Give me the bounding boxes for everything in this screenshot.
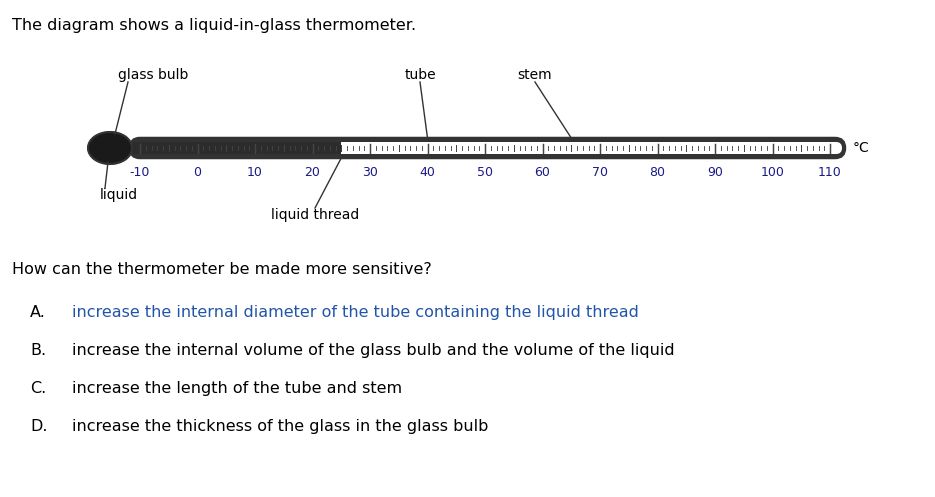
Text: 0: 0 bbox=[194, 166, 202, 179]
Text: C.: C. bbox=[30, 381, 46, 396]
Text: increase the length of the tube and stem: increase the length of the tube and stem bbox=[72, 381, 402, 396]
FancyBboxPatch shape bbox=[130, 138, 845, 158]
Text: 60: 60 bbox=[535, 166, 551, 179]
Text: tube: tube bbox=[404, 68, 436, 82]
Text: 40: 40 bbox=[420, 166, 436, 179]
Text: D.: D. bbox=[30, 419, 48, 434]
Text: increase the thickness of the glass in the glass bulb: increase the thickness of the glass in t… bbox=[72, 419, 488, 434]
Text: The diagram shows a liquid-in-glass thermometer.: The diagram shows a liquid-in-glass ther… bbox=[12, 18, 416, 33]
Ellipse shape bbox=[88, 132, 132, 164]
Text: How can the thermometer be made more sensitive?: How can the thermometer be made more sen… bbox=[12, 262, 432, 277]
Text: increase the internal diameter of the tube containing the liquid thread: increase the internal diameter of the tu… bbox=[72, 305, 639, 320]
Text: 70: 70 bbox=[592, 166, 608, 179]
Text: glass bulb: glass bulb bbox=[118, 68, 188, 82]
Text: liquid thread: liquid thread bbox=[271, 208, 359, 222]
Text: 20: 20 bbox=[305, 166, 321, 179]
Text: 90: 90 bbox=[707, 166, 723, 179]
FancyBboxPatch shape bbox=[133, 142, 842, 154]
Text: 80: 80 bbox=[650, 166, 666, 179]
Text: 30: 30 bbox=[362, 166, 378, 179]
Text: 50: 50 bbox=[477, 166, 493, 179]
Text: -10: -10 bbox=[130, 166, 151, 179]
Text: B.: B. bbox=[30, 343, 46, 358]
Text: 10: 10 bbox=[247, 166, 263, 179]
Text: 110: 110 bbox=[818, 166, 842, 179]
Bar bbox=[133, 142, 341, 154]
Text: stem: stem bbox=[518, 68, 553, 82]
Text: A.: A. bbox=[30, 305, 46, 320]
Text: 100: 100 bbox=[760, 166, 784, 179]
Text: °C: °C bbox=[853, 141, 870, 155]
Text: liquid: liquid bbox=[100, 188, 138, 202]
Text: increase the internal volume of the glass bulb and the volume of the liquid: increase the internal volume of the glas… bbox=[72, 343, 675, 358]
